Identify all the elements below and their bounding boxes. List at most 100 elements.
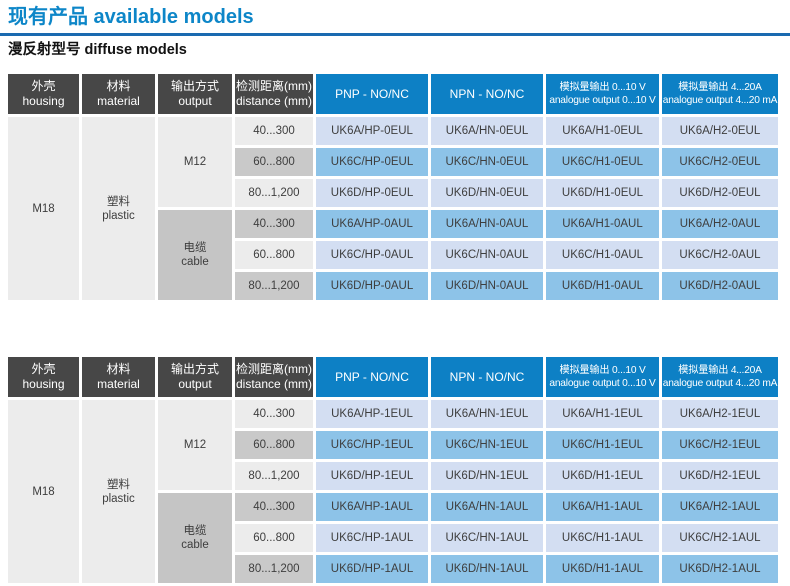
model-cell-npn-text: UK6A/HN-0EUL: [445, 125, 529, 137]
model-cell-analog-4-20ma-text: UK6D/H2-0AUL: [679, 280, 761, 292]
column-header-distance: 检测距离(mm) distance (mm): [235, 357, 313, 397]
housing-cell-text: M18: [32, 485, 55, 498]
column-header-pnp-text: PNP - NO/NC: [335, 369, 409, 384]
column-header-analog-0-10v: 模拟量输出 0...10 V analogue output 0...10 V: [546, 74, 659, 114]
distance-cell-text: 80...1,200: [248, 470, 300, 482]
model-cell-analog-4-20ma: UK6A/H2-0EUL: [662, 117, 778, 145]
model-cell-analog-4-20ma: UK6A/H2-1EUL: [662, 400, 778, 428]
model-cell-analog-0-10v: UK6D/H1-0AUL: [546, 272, 659, 300]
column-header-distance: 检测距离(mm) distance (mm): [235, 74, 313, 114]
distance-cell-text: 60...800: [253, 249, 295, 261]
model-cell-analog-4-20ma: UK6D/H2-1AUL: [662, 555, 778, 583]
model-cell-pnp-text: UK6D/HP-1EUL: [330, 470, 414, 482]
distance-cell-text: 60...800: [253, 156, 295, 168]
model-cell-pnp-text: UK6D/HP-1AUL: [330, 563, 414, 575]
distance-cell: 60...800: [235, 241, 313, 269]
column-header-analog-4-20ma: 模拟量输出 4...20A analogue output 4...20 mA: [662, 357, 778, 397]
model-cell-npn: UK6D/HN-1EUL: [431, 462, 543, 490]
column-header-output-text: output: [178, 377, 212, 391]
model-cell-analog-4-20ma-text: UK6D/H2-1EUL: [679, 470, 761, 482]
model-cell-analog-4-20ma-text: UK6C/H2-0EUL: [679, 156, 761, 168]
material-cell-text: plastic: [102, 492, 135, 505]
model-cell-analog-4-20ma-text: UK6C/H2-1AUL: [679, 532, 761, 544]
model-cell-analog-4-20ma-text: UK6D/H2-1AUL: [679, 563, 761, 575]
output-group-cell-cable-text: 电缆: [183, 525, 207, 537]
model-cell-npn-text: UK6A/HN-0AUL: [445, 218, 529, 230]
model-cell-analog-4-20ma-text: UK6A/H2-0AUL: [679, 218, 761, 230]
distance-cell-text: 80...1,200: [248, 187, 300, 199]
table-header-row: 外壳 housing 材料 material 输出方式 output 检测距离(mm) dis…: [8, 74, 778, 114]
column-header-material-text: 材料: [106, 362, 131, 376]
column-header-output: 输出方式 output: [158, 357, 232, 397]
column-header-housing-text: housing: [22, 377, 65, 391]
column-header-analog-0-10v-text: 模拟量输出 0...10 V: [559, 82, 646, 93]
column-header-analog-4-20ma-text: analogue output 4...20 mA: [662, 378, 778, 389]
output-group-cell-m12: M12: [158, 400, 232, 490]
model-cell-analog-4-20ma: UK6C/H2-0EUL: [662, 148, 778, 176]
model-cell-pnp-text: UK6A/HP-0AUL: [331, 218, 413, 230]
column-header-material: 材料 material: [82, 74, 155, 114]
model-cell-analog-4-20ma-text: UK6D/H2-0EUL: [679, 187, 761, 199]
distance-cell-text: 60...800: [253, 532, 295, 544]
model-cell-pnp-text: UK6C/HP-0EUL: [330, 156, 414, 168]
column-header-analog-4-20ma-text: 模拟量输出 4...20A: [678, 365, 762, 376]
model-cell-analog-0-10v: UK6C/H1-1AUL: [546, 524, 659, 552]
material-cell: 塑料 plastic: [82, 400, 155, 583]
model-cell-analog-4-20ma: UK6C/H2-1AUL: [662, 524, 778, 552]
distance-cell: 80...1,200: [235, 555, 313, 583]
title-underline: [0, 33, 790, 36]
distance-cell-text: 80...1,200: [248, 280, 300, 292]
distance-cell: 80...1,200: [235, 272, 313, 300]
model-cell-pnp: UK6C/HP-0EUL: [316, 148, 428, 176]
model-cell-npn-text: UK6D/HN-1AUL: [445, 563, 529, 575]
model-cell-analog-0-10v-text: UK6C/H1-0AUL: [561, 249, 644, 261]
model-cell-analog-4-20ma: UK6D/H2-1EUL: [662, 462, 778, 490]
column-header-analog-0-10v-text: analogue output 0...10 V: [549, 378, 656, 389]
model-cell-analog-4-20ma: UK6C/H2-0AUL: [662, 241, 778, 269]
column-header-analog-4-20ma-text: 模拟量输出 4...20A: [678, 82, 762, 93]
model-cell-npn: UK6A/HN-1AUL: [431, 493, 543, 521]
model-cell-pnp: UK6D/HP-1EUL: [316, 462, 428, 490]
column-header-distance-text: 检测距离(mm): [236, 79, 312, 93]
distance-cell-text: 40...300: [253, 218, 295, 230]
output-group-cell-m12-text: M12: [183, 156, 207, 168]
model-cell-pnp: UK6D/HP-0AUL: [316, 272, 428, 300]
section-subtitle: 漫反射型号 diffuse models: [8, 42, 187, 58]
model-cell-analog-0-10v: UK6A/H1-0EUL: [546, 117, 659, 145]
model-cell-pnp-text: UK6A/HP-1AUL: [331, 501, 413, 513]
model-cell-npn-text: UK6A/HN-1EUL: [445, 408, 529, 420]
output-group-cell-cable: 电缆 cable: [158, 210, 232, 300]
model-cell-npn-text: UK6C/HN-0AUL: [445, 249, 529, 261]
model-cell-pnp: UK6A/HP-1AUL: [316, 493, 428, 521]
distance-cell: 40...300: [235, 400, 313, 428]
material-cell-text: 塑料: [107, 195, 130, 208]
model-cell-pnp-text: UK6A/HP-0EUL: [331, 125, 413, 137]
column-header-housing: 外壳 housing: [8, 357, 79, 397]
column-header-npn-text: NPN - NO/NC: [449, 86, 525, 101]
model-cell-analog-0-10v: UK6A/H1-1EUL: [546, 400, 659, 428]
model-cell-analog-0-10v-text: UK6D/H1-0EUL: [561, 187, 644, 199]
model-cell-npn-text: UK6D/HN-0AUL: [445, 280, 529, 292]
column-header-output-text: 输出方式: [170, 362, 219, 376]
column-header-output: 输出方式 output: [158, 74, 232, 114]
model-cell-analog-0-10v: UK6A/H1-1AUL: [546, 493, 659, 521]
model-cell-pnp-text: UK6C/HP-0AUL: [330, 249, 414, 261]
model-row: 60...800 UK6C/HP-1AUL UK6C/HN-1AUL UK6C/H1-…: [8, 524, 778, 552]
column-header-housing-text: 外壳: [31, 362, 56, 376]
model-cell-npn: UK6D/HN-0AUL: [431, 272, 543, 300]
distance-cell: 40...300: [235, 117, 313, 145]
model-cell-npn: UK6A/HN-0AUL: [431, 210, 543, 238]
table-header-row: 外壳 housing 材料 material 输出方式 output 检测距离(mm) dis…: [8, 357, 778, 397]
model-cell-analog-0-10v-text: UK6D/H1-0AUL: [561, 280, 644, 292]
column-header-analog-0-10v-text: 模拟量输出 0...10 V: [559, 365, 646, 376]
model-row: 80...1,200 UK6D/HP-0EUL UK6D/HN-0EUL UK6D/H…: [8, 179, 778, 207]
distance-cell: 40...300: [235, 210, 313, 238]
model-row: 60...800 UK6C/HP-0AUL UK6C/HN-0AUL UK6C/H1-…: [8, 241, 778, 269]
column-header-analog-0-10v: 模拟量输出 0...10 V analogue output 0...10 V: [546, 357, 659, 397]
column-header-material-text: material: [97, 94, 140, 108]
model-cell-pnp: UK6D/HP-0EUL: [316, 179, 428, 207]
distance-cell: 60...800: [235, 431, 313, 459]
model-cell-npn: UK6C/HN-1AUL: [431, 524, 543, 552]
diffuse-models-table-2: 外壳 housing 材料 material 输出方式 output 检测距离(mm) dis…: [5, 354, 781, 586]
column-header-analog-0-10v-text: analogue output 0...10 V: [549, 95, 656, 106]
